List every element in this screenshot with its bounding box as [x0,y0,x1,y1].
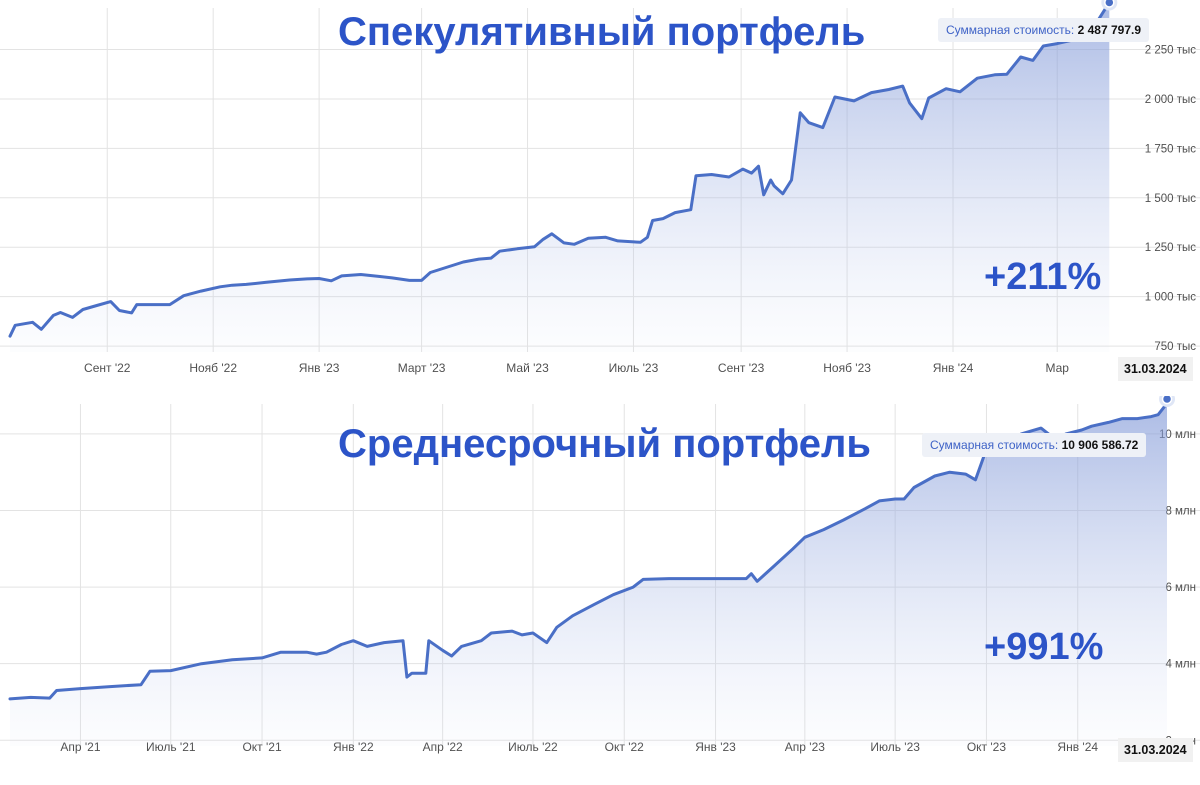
chart-title: Среднесрочный портфель [338,422,872,466]
return-percentage: +991% [984,626,1104,668]
y-tick-label: 1 250 тыс [1145,242,1197,254]
medium-term-portfolio-chart: Апр '21 Июль '21 Окт '21 Янв '22 Апр '22 Июль… [0,396,1200,754]
y-tick-label: 750 тыс [1154,341,1196,353]
y-tick-label: 1 750 тыс [1145,143,1197,155]
tooltip-value: 10 906 586.72 [1061,438,1139,452]
value-tooltip: Суммарная стоимость: 2 487 797.9 [938,18,1150,42]
x-tick-label: Нояб '23 [823,361,871,375]
return-percentage: +211% [984,256,1102,298]
y-tick-label: 2 000 тыс [1145,94,1197,106]
x-tick-label: Июль '23 [609,361,659,375]
y-tick-label: 2 250 тыс [1145,45,1197,57]
x-tick-label: Сент '23 [718,361,765,375]
end-point-marker [1161,396,1173,405]
x-tick-label: Мар [1045,361,1069,375]
series-line [8,397,1169,701]
speculative-portfolio-panel: Сент '22 Нояб '22 Янв '23 Март '23 Май '23 Ию… [0,0,1200,390]
y-tick-label: 10 млн [1159,429,1196,441]
y-tick-label: 6 млн [1165,582,1196,594]
tooltip-value: 2 487 797.9 [1077,23,1142,37]
end-date-badge: 31.03.2024 [1118,357,1193,381]
x-tick-label: Нояб '22 [189,361,237,375]
tooltip-label: Суммарная стоимость: [946,23,1075,37]
y-tick-label: 8 млн [1165,505,1196,517]
tooltip-label: Суммарная стоимость: [930,438,1059,452]
end-point-marker [1104,0,1115,8]
y-tick-label: 4 млн [1165,659,1196,671]
y-tick-label: 1 500 тыс [1145,193,1197,205]
x-tick-label: Май '23 [506,361,549,375]
end-date-badge: 31.03.2024 [1118,738,1193,762]
chart-title: Спекулятивный портфель [338,10,866,54]
y-tick-label: 1 000 тыс [1145,292,1197,304]
x-tick-label: Март '23 [398,361,446,375]
speculative-portfolio-chart: Сент '22 Нояб '22 Янв '23 Март '23 Май '23 Ию… [0,0,1200,375]
medium-term-portfolio-panel: Апр '21 Июль '21 Окт '21 Янв '22 Апр '22 Июль… [0,396,1200,785]
series-line [8,1,1111,338]
x-tick-label: Янв '23 [299,361,340,375]
series-area [10,2,1110,352]
x-tick-label: Сент '22 [84,361,131,375]
x-tick-label: Янв '24 [933,361,974,375]
value-tooltip: Суммарная стоимость: 10 906 586.72 [922,433,1147,457]
series-area [10,399,1167,746]
